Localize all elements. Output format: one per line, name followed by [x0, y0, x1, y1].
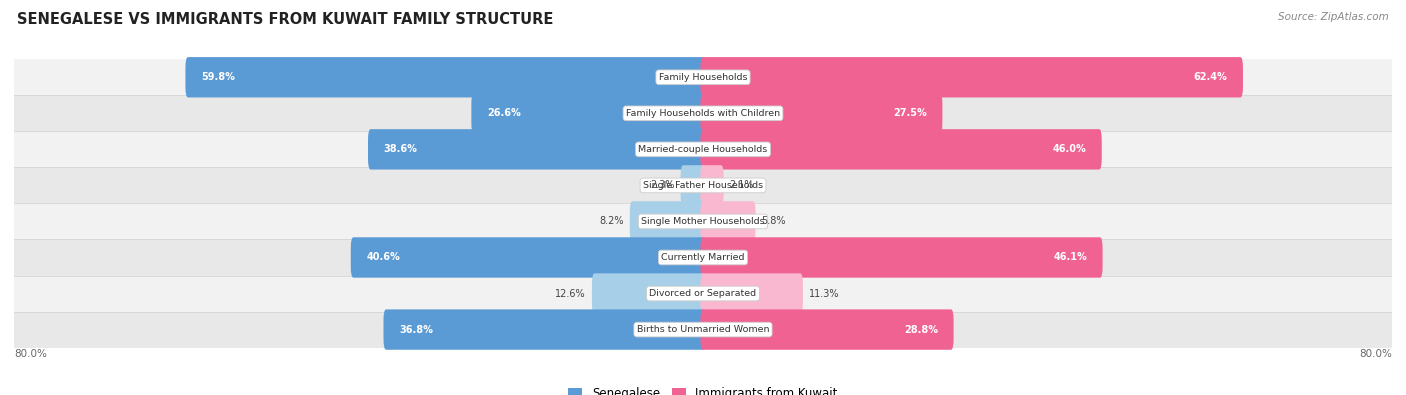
Text: 11.3%: 11.3% [808, 288, 839, 299]
FancyBboxPatch shape [700, 309, 953, 350]
FancyBboxPatch shape [700, 165, 724, 205]
Text: 80.0%: 80.0% [1360, 350, 1392, 359]
Text: 12.6%: 12.6% [555, 288, 586, 299]
Text: Family Households with Children: Family Households with Children [626, 109, 780, 118]
Bar [14, 203, 1392, 239]
FancyBboxPatch shape [700, 201, 755, 242]
FancyBboxPatch shape [630, 201, 706, 242]
Text: Divorced or Separated: Divorced or Separated [650, 289, 756, 298]
Text: 2.1%: 2.1% [730, 181, 754, 190]
FancyBboxPatch shape [700, 129, 1102, 169]
Text: Family Households: Family Households [659, 73, 747, 82]
Text: Married-couple Households: Married-couple Households [638, 145, 768, 154]
Text: 62.4%: 62.4% [1194, 72, 1227, 82]
Text: Currently Married: Currently Married [661, 253, 745, 262]
Legend: Senegalese, Immigrants from Kuwait: Senegalese, Immigrants from Kuwait [564, 383, 842, 395]
FancyBboxPatch shape [700, 237, 1102, 278]
Text: 5.8%: 5.8% [762, 216, 786, 226]
Bar [14, 276, 1392, 312]
Bar [14, 131, 1392, 167]
Text: 40.6%: 40.6% [367, 252, 401, 263]
FancyBboxPatch shape [700, 93, 942, 134]
Text: Source: ZipAtlas.com: Source: ZipAtlas.com [1278, 12, 1389, 22]
FancyBboxPatch shape [186, 57, 706, 98]
Text: 28.8%: 28.8% [904, 325, 938, 335]
Text: 46.1%: 46.1% [1053, 252, 1087, 263]
Bar [14, 95, 1392, 131]
Text: Single Father Households: Single Father Households [643, 181, 763, 190]
Text: 46.0%: 46.0% [1053, 144, 1087, 154]
FancyBboxPatch shape [700, 57, 1243, 98]
Text: 36.8%: 36.8% [399, 325, 433, 335]
Text: Single Mother Households: Single Mother Households [641, 217, 765, 226]
FancyBboxPatch shape [384, 309, 706, 350]
Bar [14, 312, 1392, 348]
FancyBboxPatch shape [700, 273, 803, 314]
Bar [14, 239, 1392, 276]
FancyBboxPatch shape [350, 237, 706, 278]
Text: Births to Unmarried Women: Births to Unmarried Women [637, 325, 769, 334]
Bar [14, 167, 1392, 203]
Text: 2.3%: 2.3% [650, 181, 675, 190]
FancyBboxPatch shape [471, 93, 706, 134]
Text: 27.5%: 27.5% [893, 108, 927, 118]
Text: 80.0%: 80.0% [14, 350, 46, 359]
FancyBboxPatch shape [592, 273, 706, 314]
Text: SENEGALESE VS IMMIGRANTS FROM KUWAIT FAMILY STRUCTURE: SENEGALESE VS IMMIGRANTS FROM KUWAIT FAM… [17, 12, 553, 27]
FancyBboxPatch shape [681, 165, 706, 205]
Text: 38.6%: 38.6% [384, 144, 418, 154]
FancyBboxPatch shape [368, 129, 706, 169]
Bar [14, 59, 1392, 95]
Text: 26.6%: 26.6% [486, 108, 520, 118]
Text: 8.2%: 8.2% [599, 216, 624, 226]
Text: 59.8%: 59.8% [201, 72, 235, 82]
